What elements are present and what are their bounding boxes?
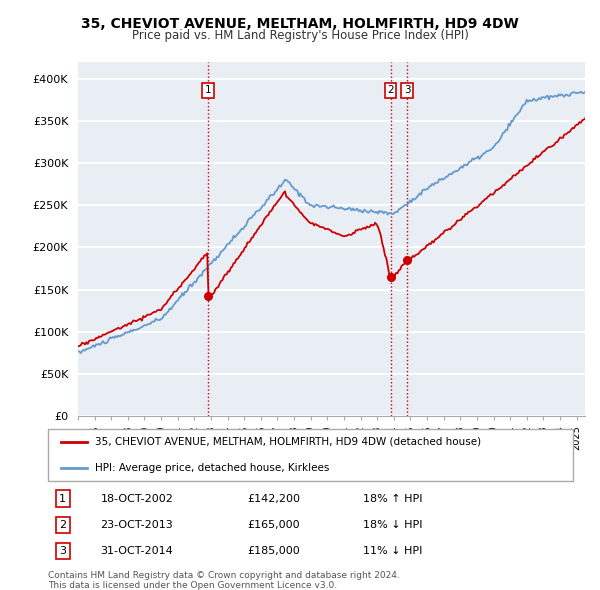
Text: £165,000: £165,000 (248, 520, 300, 530)
Text: 35, CHEVIOT AVENUE, MELTHAM, HOLMFIRTH, HD9 4DW (detached house): 35, CHEVIOT AVENUE, MELTHAM, HOLMFIRTH, … (95, 437, 481, 447)
Text: 1: 1 (205, 86, 211, 95)
Text: 3: 3 (59, 546, 66, 556)
Text: HPI: Average price, detached house, Kirklees: HPI: Average price, detached house, Kirk… (95, 463, 329, 473)
Text: 18% ↑ HPI: 18% ↑ HPI (363, 494, 422, 504)
Text: £142,200: £142,200 (248, 494, 301, 504)
Text: 3: 3 (404, 86, 410, 95)
FancyBboxPatch shape (48, 429, 573, 481)
Text: 2: 2 (59, 520, 66, 530)
Text: This data is licensed under the Open Government Licence v3.0.: This data is licensed under the Open Gov… (48, 581, 337, 589)
Text: 1: 1 (59, 494, 66, 504)
Text: 35, CHEVIOT AVENUE, MELTHAM, HOLMFIRTH, HD9 4DW: 35, CHEVIOT AVENUE, MELTHAM, HOLMFIRTH, … (81, 17, 519, 31)
Text: 31-OCT-2014: 31-OCT-2014 (101, 546, 173, 556)
Text: 11% ↓ HPI: 11% ↓ HPI (363, 546, 422, 556)
Text: £185,000: £185,000 (248, 546, 300, 556)
Text: 18% ↓ HPI: 18% ↓ HPI (363, 520, 422, 530)
Text: 23-OCT-2013: 23-OCT-2013 (101, 520, 173, 530)
Text: 2: 2 (387, 86, 394, 95)
Text: Contains HM Land Registry data © Crown copyright and database right 2024.: Contains HM Land Registry data © Crown c… (48, 571, 400, 580)
Text: Price paid vs. HM Land Registry's House Price Index (HPI): Price paid vs. HM Land Registry's House … (131, 30, 469, 42)
Text: 18-OCT-2002: 18-OCT-2002 (101, 494, 173, 504)
